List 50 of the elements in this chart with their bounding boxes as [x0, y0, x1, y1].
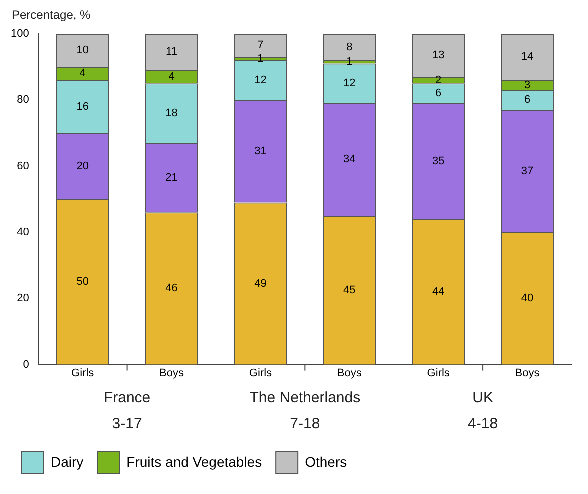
data-label: 18: [166, 107, 178, 120]
text: The Netherlands: [250, 389, 361, 406]
data-label: 45: [344, 284, 356, 296]
legend-label: Dairy: [51, 454, 84, 470]
data-label: 21: [166, 172, 178, 184]
x-tick-label: Boys: [515, 367, 540, 380]
data-label: 49: [254, 278, 267, 290]
data-label: 12: [254, 74, 267, 86]
y-tick-label: 80: [17, 94, 30, 106]
data-label: 44: [432, 286, 445, 298]
y-axis-title: Percentage, %: [11, 8, 92, 24]
data-label: 20: [76, 160, 89, 172]
y-tick-label: 60: [17, 160, 30, 172]
x-tick-label: Boys: [160, 367, 184, 380]
data-label: 37: [521, 165, 534, 178]
data-label: 6: [524, 94, 531, 106]
data-label: 50: [76, 276, 89, 288]
x-tick-label: Boys: [337, 367, 362, 380]
y-tick-label: 100: [10, 28, 30, 40]
legend-label: Others: [305, 454, 348, 470]
y-tick-label: 40: [17, 226, 30, 239]
text: UK: [472, 389, 494, 406]
data-label: 4: [80, 68, 86, 80]
data-label: 46: [166, 282, 178, 295]
data-label: 4: [168, 71, 175, 84]
y-tick-label: 20: [17, 292, 30, 305]
data-label: 31: [254, 145, 267, 158]
x-tick-label: Girls: [427, 367, 450, 380]
data-label: 10: [76, 44, 89, 57]
x-tick-label: Girls: [72, 367, 95, 380]
data-label: 2: [436, 74, 442, 86]
data-label: 16: [76, 100, 89, 113]
data-label: 7: [258, 40, 264, 52]
data-label: 14: [521, 51, 534, 64]
data-label: 13: [432, 50, 445, 62]
data-label: 11: [166, 46, 178, 58]
data-label: 35: [432, 155, 445, 168]
legend-label: Fruits and Vegetables: [126, 454, 262, 470]
data-label: 3: [524, 79, 531, 92]
text: 4-18: [468, 415, 498, 432]
data-label: 12: [344, 78, 356, 90]
data-label: 8: [346, 41, 353, 54]
text: 7-18: [290, 415, 320, 432]
x-tick-label: Girls: [249, 367, 273, 380]
data-label: 6: [436, 88, 442, 100]
y-tick-label: 0: [23, 358, 30, 371]
text: 3-17: [112, 415, 142, 432]
data-label: 34: [344, 154, 356, 166]
data-label: 40: [521, 292, 534, 305]
text: France: [104, 389, 151, 406]
